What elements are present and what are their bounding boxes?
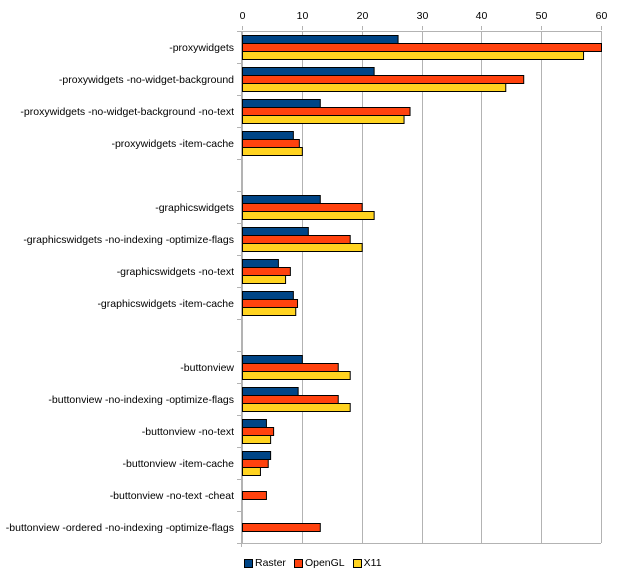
bar-raster bbox=[242, 419, 267, 428]
category-label: -proxywidgets -item-cache bbox=[111, 138, 234, 150]
category-label: -graphicswidgets -no-indexing -optimize-… bbox=[23, 234, 234, 246]
x-tick-label: 50 bbox=[536, 10, 548, 22]
x-tick-label: 30 bbox=[417, 10, 429, 22]
bar-raster bbox=[242, 131, 294, 140]
bar-x11 bbox=[242, 435, 272, 444]
x-tick-label: 10 bbox=[297, 10, 309, 22]
bar-x11 bbox=[242, 51, 585, 60]
bar-opengl bbox=[242, 139, 300, 148]
legend-swatch bbox=[244, 558, 253, 568]
category-label: -proxywidgets -no-widget-background bbox=[59, 74, 234, 86]
bar-opengl bbox=[242, 43, 602, 52]
bar-raster bbox=[242, 99, 321, 108]
x-tick-label: 20 bbox=[357, 10, 369, 22]
x-tick-label: 40 bbox=[476, 10, 488, 22]
bar-raster bbox=[242, 355, 303, 364]
bar-raster bbox=[242, 259, 279, 268]
bar-opengl bbox=[242, 107, 411, 116]
legend-item-raster: Raster bbox=[244, 557, 286, 569]
bar-opengl bbox=[242, 523, 321, 532]
category-label: -graphicswidgets -no-text bbox=[117, 266, 234, 278]
category-label: -buttonview -item-cache bbox=[123, 458, 235, 470]
bar-opengl bbox=[242, 203, 363, 212]
bar-opengl bbox=[242, 299, 299, 308]
bar-x11 bbox=[242, 83, 507, 92]
legend-label: X11 bbox=[363, 557, 382, 569]
bar-raster bbox=[242, 291, 294, 300]
bar-x11 bbox=[242, 467, 261, 476]
bar-opengl bbox=[242, 363, 339, 372]
bar-opengl bbox=[242, 427, 275, 436]
category-label: -proxywidgets bbox=[169, 42, 234, 54]
bar-opengl bbox=[242, 267, 291, 276]
bar-raster bbox=[242, 67, 375, 76]
bar-opengl bbox=[242, 235, 351, 244]
bar-raster bbox=[242, 387, 299, 396]
bar-raster bbox=[242, 227, 309, 236]
category-label: -buttonview -no-indexing -optimize-flags bbox=[48, 394, 234, 406]
bar-opengl bbox=[242, 491, 267, 500]
bar-opengl bbox=[242, 75, 525, 84]
bar-raster bbox=[242, 195, 321, 204]
legend-swatch bbox=[352, 558, 362, 568]
bar-x11 bbox=[242, 243, 363, 252]
bar-raster bbox=[242, 35, 399, 44]
bar-x11 bbox=[242, 371, 351, 380]
category-label: -graphicswidgets bbox=[155, 202, 234, 214]
bar-raster bbox=[242, 451, 272, 460]
legend: Raster OpenGL X11 bbox=[244, 557, 382, 569]
category-label: -proxywidgets -no-widget-background -no-… bbox=[20, 106, 234, 118]
legend-item-opengl: OpenGL bbox=[293, 557, 345, 569]
bar-x11 bbox=[242, 147, 303, 156]
x-tick-label: 0 bbox=[240, 10, 246, 22]
category-label: -buttonview -no-text -cheat bbox=[110, 490, 234, 502]
legend-swatch bbox=[293, 558, 303, 568]
bar-x11 bbox=[242, 115, 405, 124]
bar-x11 bbox=[242, 403, 351, 412]
category-label: -buttonview bbox=[180, 362, 234, 374]
category-label: -buttonview -ordered -no-indexing -optim… bbox=[6, 522, 234, 534]
x-tick-label: 60 bbox=[596, 10, 608, 22]
legend-item-x11: X11 bbox=[352, 557, 382, 569]
bar-x11 bbox=[242, 275, 287, 284]
bar-x11 bbox=[242, 307, 297, 316]
category-label: -buttonview -no-text bbox=[142, 426, 234, 438]
bar-opengl bbox=[242, 459, 269, 468]
legend-label: OpenGL bbox=[304, 557, 345, 569]
legend-label: Raster bbox=[255, 557, 286, 569]
bar-opengl bbox=[242, 395, 339, 404]
category-label: -graphicswidgets -item-cache bbox=[97, 298, 234, 310]
bar-x11 bbox=[242, 211, 375, 220]
